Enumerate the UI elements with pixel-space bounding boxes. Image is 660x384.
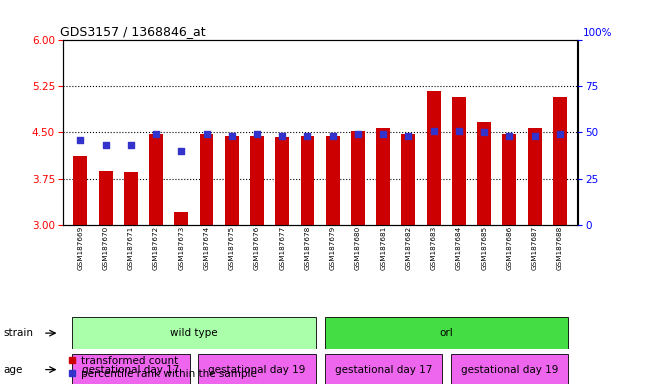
- Bar: [199, 354, 315, 384]
- Legend: transformed count, percentile rank within the sample: transformed count, percentile rank withi…: [68, 356, 257, 379]
- Point: [529, 133, 540, 139]
- Bar: [300, 136, 314, 225]
- Point: [504, 133, 515, 139]
- Point: [403, 133, 414, 139]
- Bar: [149, 134, 163, 225]
- Point: [453, 127, 464, 134]
- Point: [125, 142, 136, 149]
- Bar: [275, 137, 289, 225]
- Point: [554, 131, 565, 137]
- Point: [327, 133, 338, 139]
- Bar: [325, 354, 442, 384]
- Bar: [72, 354, 189, 384]
- Bar: [502, 134, 516, 225]
- Point: [150, 131, 161, 137]
- Bar: [351, 131, 365, 225]
- Text: gestational day 17: gestational day 17: [82, 364, 180, 375]
- Text: gestational day 17: gestational day 17: [335, 364, 432, 375]
- Bar: [250, 136, 264, 225]
- Point: [75, 137, 86, 143]
- Text: gestational day 19: gestational day 19: [461, 364, 558, 375]
- Bar: [73, 156, 87, 225]
- Bar: [401, 134, 415, 225]
- Point: [201, 131, 212, 137]
- Point: [352, 131, 363, 137]
- Text: orl: orl: [440, 328, 453, 338]
- Point: [176, 148, 187, 154]
- Bar: [553, 98, 567, 225]
- Bar: [477, 122, 491, 225]
- Point: [479, 129, 490, 136]
- Bar: [451, 354, 568, 384]
- Bar: [72, 318, 315, 349]
- Text: 100%: 100%: [583, 28, 612, 38]
- Point: [428, 127, 439, 134]
- Text: age: age: [3, 364, 22, 375]
- Bar: [376, 127, 390, 225]
- Point: [378, 131, 389, 137]
- Bar: [452, 97, 466, 225]
- Bar: [427, 91, 441, 225]
- Point: [277, 133, 288, 139]
- Bar: [225, 136, 239, 225]
- Text: gestational day 19: gestational day 19: [209, 364, 306, 375]
- Bar: [124, 172, 138, 225]
- Text: wild type: wild type: [170, 328, 218, 338]
- Bar: [527, 127, 542, 225]
- Point: [251, 131, 262, 137]
- Bar: [325, 318, 568, 349]
- Point: [100, 142, 111, 149]
- Bar: [174, 212, 188, 225]
- Bar: [98, 170, 113, 225]
- Point: [226, 133, 237, 139]
- Bar: [326, 136, 340, 225]
- Point: [302, 133, 313, 139]
- Text: GDS3157 / 1368846_at: GDS3157 / 1368846_at: [60, 25, 206, 38]
- Bar: [199, 134, 213, 225]
- Text: strain: strain: [3, 328, 33, 338]
